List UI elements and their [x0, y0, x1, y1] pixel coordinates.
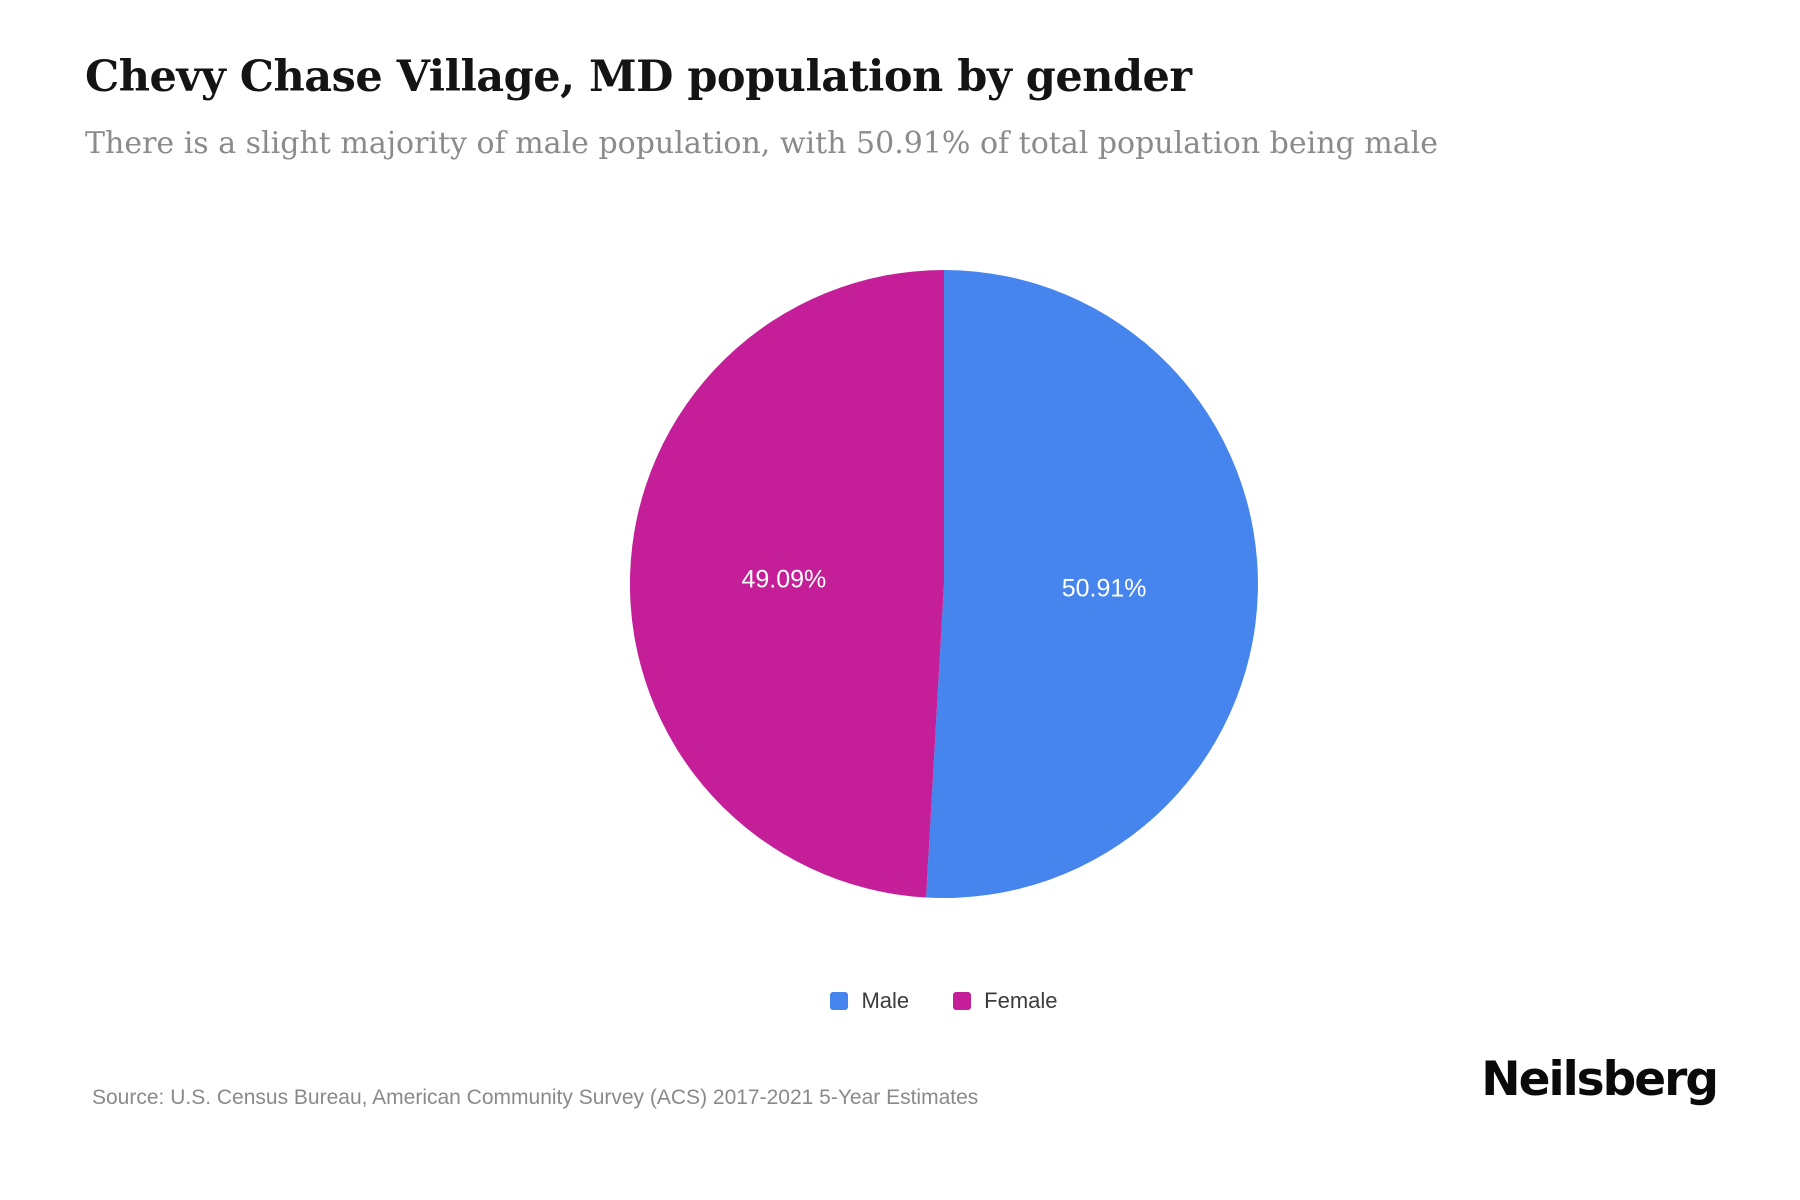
legend-swatch-male — [830, 992, 849, 1010]
legend-label: Male — [861, 988, 910, 1013]
pie-label-male: 50.91% — [1062, 575, 1147, 603]
pie-chart: 50.91% 49.09% — [630, 270, 1258, 898]
page-subtitle: There is a slight majority of male popul… — [85, 126, 1438, 161]
brand-logo: Neilsberg — [1481, 1052, 1719, 1107]
legend-item-female[interactable]: Female — [953, 988, 1058, 1014]
legend-swatch-female — [953, 992, 972, 1010]
source-note: Source: U.S. Census Bureau, American Com… — [92, 1086, 979, 1109]
pie-slice-female[interactable] — [630, 270, 944, 898]
pie-slice-male[interactable] — [926, 270, 1258, 898]
legend-item-male[interactable]: Male — [830, 988, 909, 1014]
pie-chart-svg: 50.91% 49.09% — [630, 270, 1258, 898]
chart-legend: Male Female — [630, 988, 1258, 1014]
pie-label-female: 49.09% — [742, 565, 827, 593]
legend-label: Female — [984, 988, 1058, 1013]
page-title: Chevy Chase Village, MD population by ge… — [85, 52, 1192, 102]
